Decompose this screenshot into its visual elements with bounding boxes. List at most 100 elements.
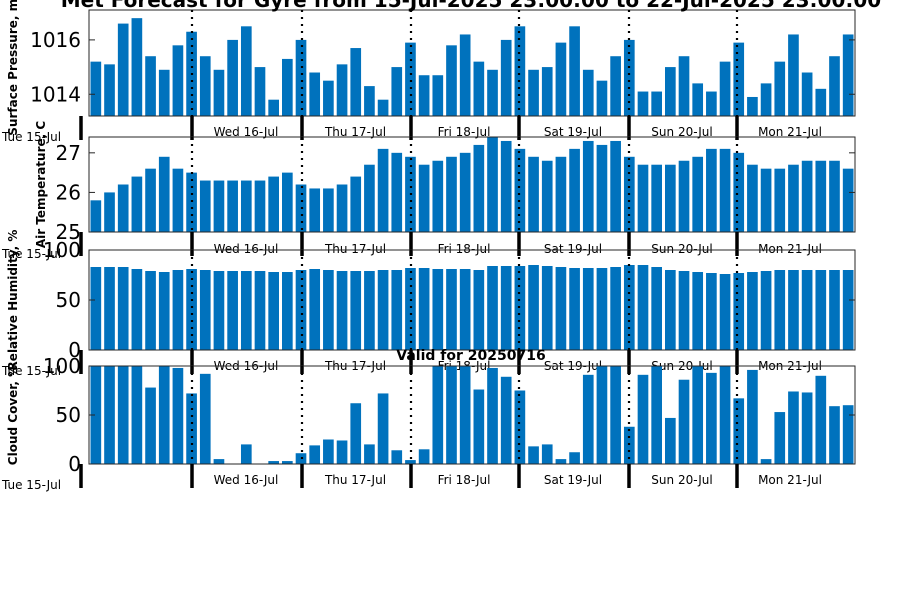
- bar: [418, 449, 430, 464]
- bar: [569, 452, 580, 464]
- day-label: Thu 17-Jul: [324, 473, 386, 487]
- bar: [391, 152, 403, 232]
- bar: [582, 374, 594, 464]
- bar: [227, 180, 238, 232]
- day-label: Sat 19-Jul: [544, 473, 602, 487]
- bar: [815, 160, 827, 232]
- bar: [487, 137, 498, 232]
- bar: [719, 61, 731, 116]
- day-label: Fri 18-Jul: [438, 473, 491, 487]
- bar: [199, 373, 211, 464]
- day-label: Thu 17-Jul: [324, 125, 386, 139]
- bar: [213, 271, 225, 350]
- bar: [377, 270, 389, 350]
- day-label: Tue 15-Jul: [1, 247, 61, 261]
- bar: [651, 366, 662, 464]
- bar: [774, 61, 786, 116]
- bar: [487, 367, 498, 464]
- bar: [432, 366, 444, 464]
- bar: [268, 272, 279, 350]
- bar: [692, 156, 704, 232]
- bar: [500, 266, 512, 350]
- day-label: Mon 21-Jul: [758, 473, 822, 487]
- bar: [473, 389, 485, 464]
- bar: [377, 393, 389, 464]
- bar: [500, 39, 512, 116]
- day-label: Tue 15-Jul: [1, 130, 61, 144]
- day-label: Tue 15-Jul: [1, 478, 61, 492]
- bar: [309, 445, 321, 464]
- bar: [473, 144, 485, 232]
- bar: [596, 144, 608, 232]
- bar: [582, 140, 594, 232]
- day-label: Sun 20-Jul: [651, 242, 712, 256]
- bar: [582, 268, 594, 350]
- bar: [719, 274, 731, 350]
- bar: [815, 270, 827, 350]
- bar: [610, 366, 621, 464]
- bar: [692, 83, 704, 116]
- bar: [801, 392, 813, 464]
- bar: [309, 269, 321, 350]
- bar: [227, 271, 238, 350]
- bar: [350, 271, 362, 350]
- bar: [432, 269, 444, 350]
- bar: [323, 80, 334, 116]
- bar: [446, 156, 457, 232]
- bar: [829, 406, 840, 464]
- bar: [541, 444, 553, 464]
- day-label: Fri 18-Jul: [438, 125, 491, 139]
- bar: [199, 180, 211, 232]
- bar: [760, 459, 772, 464]
- bar: [678, 271, 690, 350]
- bar: [117, 184, 129, 232]
- bar: [514, 26, 526, 117]
- bar: [459, 269, 471, 350]
- bar: [336, 184, 348, 232]
- bar: [801, 72, 813, 116]
- bar: [623, 39, 635, 116]
- bar: [364, 444, 375, 464]
- bar: [90, 200, 102, 232]
- bar: [158, 272, 170, 350]
- bar: [774, 168, 786, 232]
- bar: [596, 366, 608, 464]
- y-tick-label: 100: [43, 238, 81, 262]
- bar: [446, 45, 457, 116]
- bar: [774, 412, 786, 464]
- bar: [295, 270, 307, 350]
- bar: [391, 450, 403, 464]
- bar: [213, 459, 225, 464]
- bar: [637, 164, 649, 232]
- bar: [706, 148, 717, 232]
- bar: [596, 80, 608, 116]
- y-axis-label: Surface Pressure, mb: [6, 0, 20, 136]
- bar: [350, 176, 362, 232]
- day-label: Sun 20-Jul: [651, 125, 712, 139]
- bar: [815, 375, 827, 464]
- bar: [432, 160, 444, 232]
- bar: [665, 67, 676, 116]
- y-tick-label: 50: [56, 288, 81, 312]
- y-tick-label: 25: [56, 220, 81, 244]
- day-label: Mon 21-Jul: [758, 242, 822, 256]
- bar: [678, 160, 690, 232]
- bar: [459, 34, 471, 116]
- bar: [528, 69, 539, 116]
- bar: [104, 64, 115, 116]
- bar: [254, 271, 266, 350]
- bar: [692, 272, 704, 350]
- bar: [555, 42, 567, 117]
- bar: [842, 270, 854, 350]
- bar: [350, 403, 362, 464]
- bar: [706, 91, 717, 116]
- bar: [227, 39, 238, 116]
- bar: [240, 444, 252, 464]
- y-tick-label: 1014: [30, 82, 81, 106]
- bar: [473, 270, 485, 350]
- axes-frame: [88, 136, 856, 233]
- bar: [131, 366, 143, 464]
- bar: [336, 64, 348, 116]
- bar: [555, 156, 567, 232]
- bar: [350, 48, 362, 116]
